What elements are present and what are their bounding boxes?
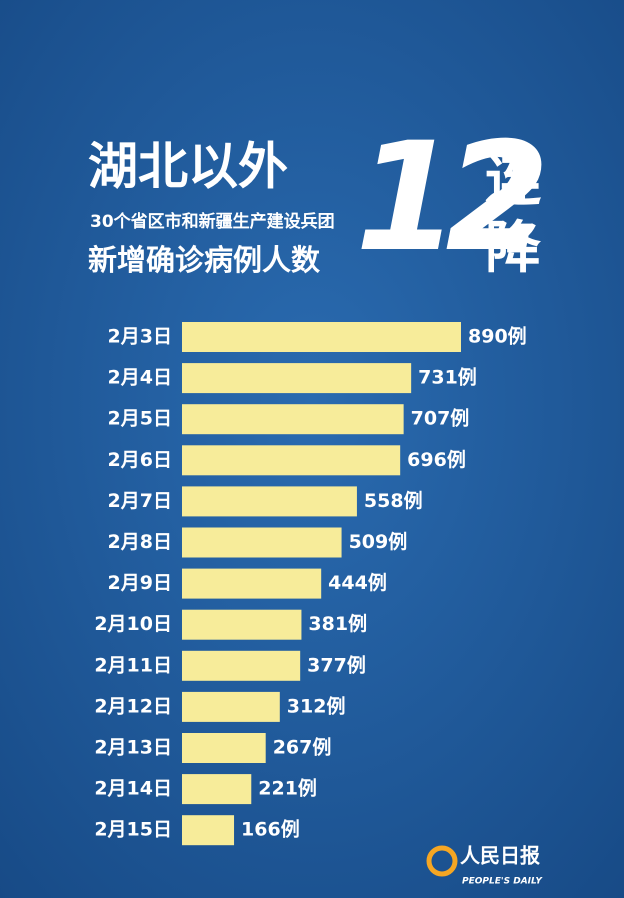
bar [182, 486, 357, 517]
subtitle: 新增确诊病例人数 [88, 243, 321, 277]
y-tick-label: 2月9日 [108, 572, 172, 594]
value-label: 221例 [258, 777, 317, 800]
bar [182, 815, 235, 846]
value-label: 377例 [307, 653, 366, 676]
y-tick-label: 2月3日 [108, 326, 172, 348]
chart-title: 湖北以外 [88, 138, 288, 196]
bar [182, 609, 302, 640]
bar [182, 322, 461, 352]
value-label: 707例 [411, 407, 470, 430]
value-label: 509例 [349, 530, 408, 553]
title-suffix: 降 [485, 216, 541, 281]
value-label: 267例 [273, 736, 332, 759]
y-tick-label: 2月7日 [108, 490, 172, 512]
bar [182, 774, 252, 805]
source-en: PEOPLE'S DAILY [462, 877, 543, 887]
bar [182, 404, 404, 435]
value-label: 312例 [287, 694, 346, 717]
value-label: 696例 [407, 448, 466, 471]
subtitle: 30个省区市和新疆生产建设兵团 [90, 211, 335, 232]
y-tick-label: 2月8日 [108, 531, 172, 553]
y-tick-label: 2月14日 [94, 778, 172, 800]
value-label: 890例 [468, 325, 527, 348]
value-label: 381例 [308, 612, 367, 635]
title-suffix: 连 [485, 149, 541, 214]
y-tick-label: 2月4日 [108, 367, 172, 389]
bar [182, 445, 401, 476]
bar [182, 527, 342, 558]
bar [182, 650, 301, 681]
y-tick-label: 2月12日 [94, 695, 172, 717]
y-tick-label: 2月11日 [94, 654, 172, 676]
source: 人民日报 [460, 844, 540, 868]
y-tick-label: 2月6日 [108, 449, 172, 471]
value-label: 166例 [241, 818, 300, 841]
bar [182, 733, 266, 763]
value-label: 444例 [328, 571, 387, 594]
y-tick-label: 2月5日 [108, 408, 172, 430]
value-label: 731例 [418, 366, 477, 389]
y-tick-label: 2月13日 [94, 737, 172, 759]
bar [182, 568, 322, 599]
logo-icon [426, 845, 458, 877]
value-label: 558例 [364, 489, 423, 512]
bar [182, 363, 412, 394]
bar [182, 691, 280, 722]
y-tick-label: 2月10日 [94, 613, 172, 635]
title-number: 12 [355, 111, 542, 285]
y-tick-label: 2月15日 [94, 819, 172, 841]
